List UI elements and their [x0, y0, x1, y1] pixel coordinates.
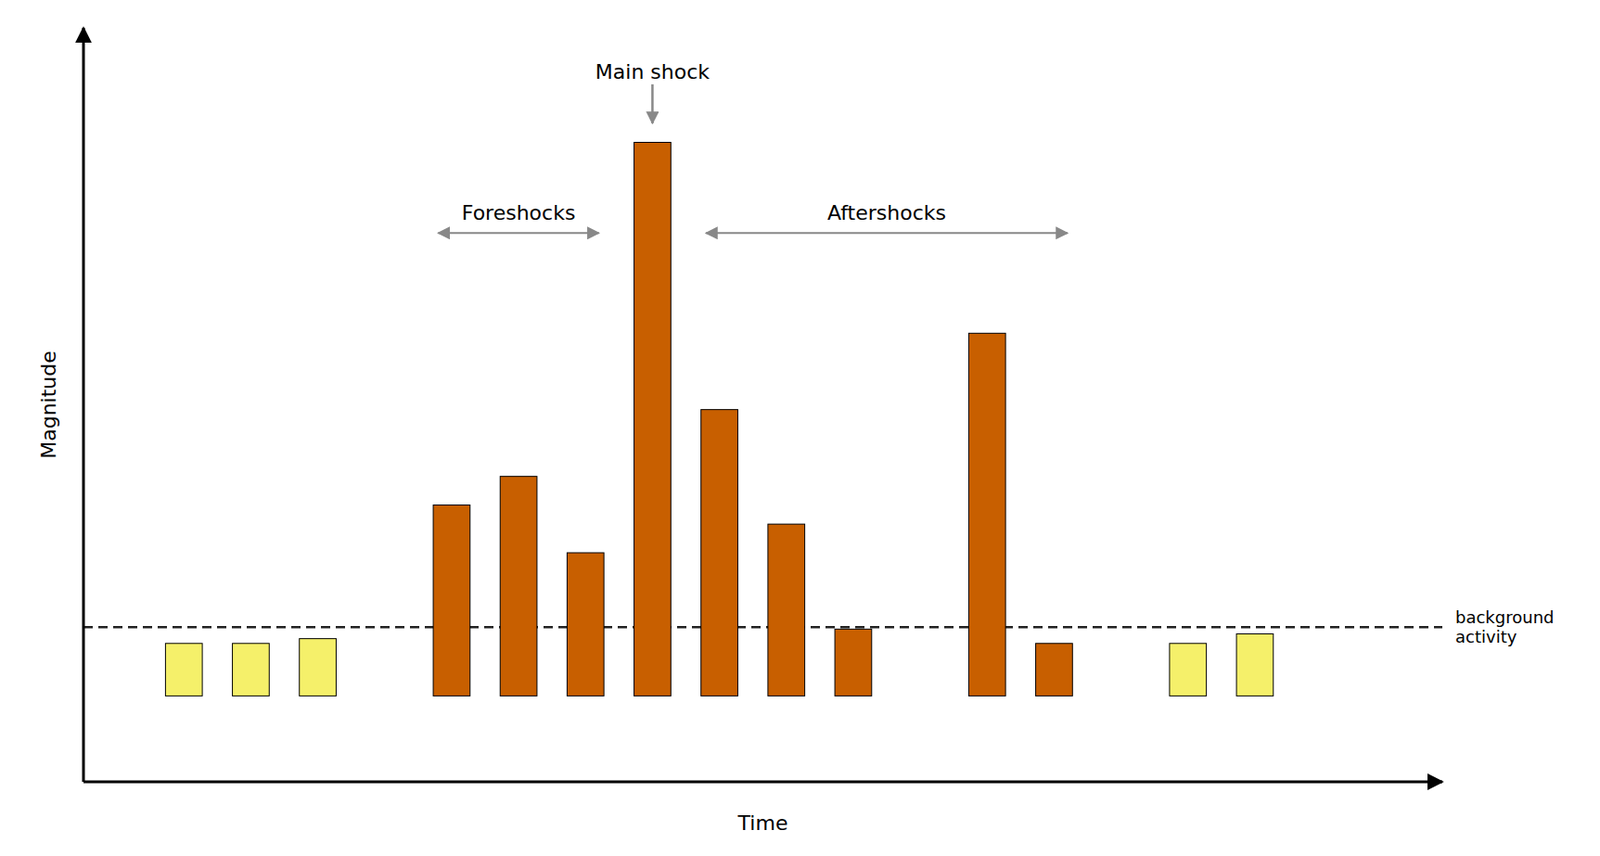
bar [499, 476, 538, 697]
annotation: Foreshocks [461, 201, 576, 225]
x-axis [83, 780, 1443, 784]
bar [1236, 633, 1274, 696]
annotation-arrow [437, 231, 599, 234]
bar [968, 332, 1006, 696]
reference-label: backgroundactivity [1455, 607, 1554, 648]
y-axis [82, 27, 86, 782]
bar [566, 552, 604, 696]
bars [165, 141, 1273, 696]
annotation: Main shock [595, 60, 710, 84]
bar [165, 643, 203, 697]
bar [1169, 643, 1207, 697]
bar [299, 639, 337, 697]
reference-lines [83, 627, 1443, 628]
x-axis-label: Time [737, 811, 789, 835]
reference-label-line: activity [1455, 627, 1518, 647]
chart: backgroundactivity Main shock Foreshocks Af… [0, 0, 1600, 856]
annotation: Aftershocks [827, 201, 947, 225]
bar [1036, 643, 1074, 697]
bar [768, 524, 806, 696]
bar [634, 141, 672, 696]
y-axis-label: Magnitude [37, 350, 61, 460]
annotation-arrow [705, 231, 1068, 234]
bar [834, 628, 872, 696]
reference-label-line: background [1455, 607, 1554, 628]
reference-line [83, 626, 1443, 629]
bar [433, 505, 471, 697]
bar [232, 643, 270, 697]
annotation-arrow [651, 84, 654, 124]
bar [701, 409, 739, 697]
